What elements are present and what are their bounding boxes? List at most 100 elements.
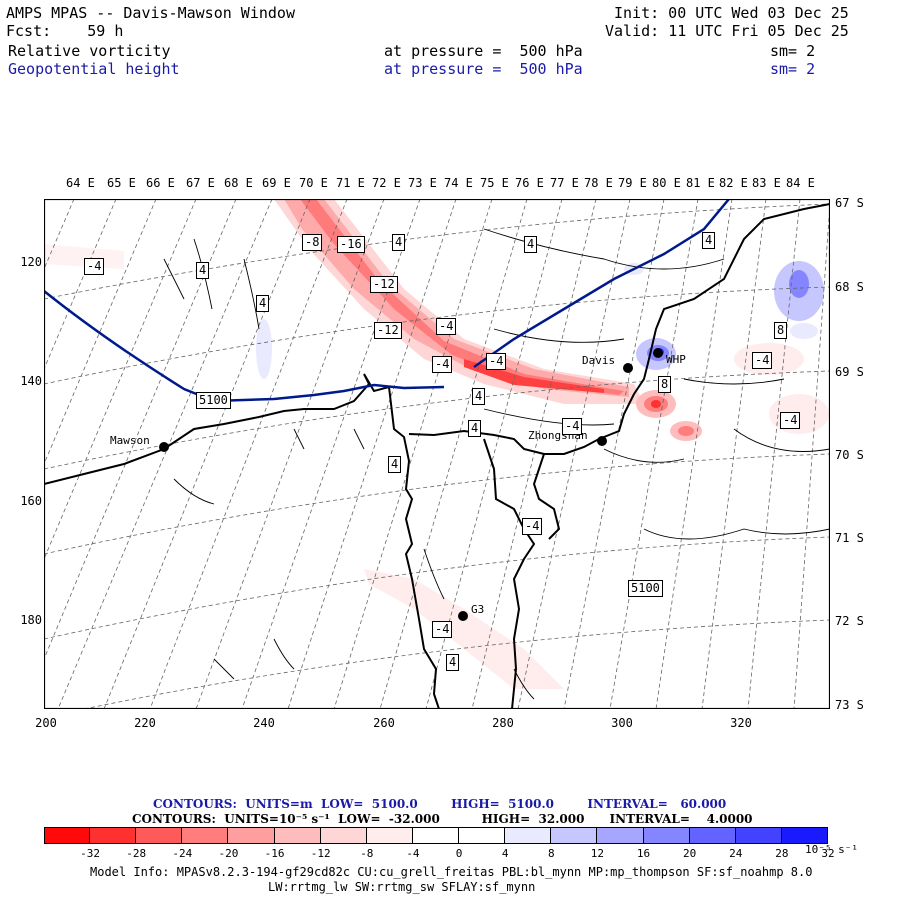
- contour-label: 5100: [628, 580, 663, 597]
- colorbar-label: -32: [80, 847, 101, 860]
- colorbar-cell: [44, 827, 91, 844]
- colorbar-cell: [274, 827, 321, 844]
- contour-label: -12: [370, 276, 398, 293]
- contour-label: -4: [436, 318, 457, 335]
- y-tick: 140: [20, 374, 42, 388]
- contour-label: 4: [524, 236, 538, 253]
- colorbar-cell: [505, 827, 552, 844]
- colorbar-cell: [597, 827, 644, 844]
- field1-name: Relative vorticity: [8, 42, 171, 60]
- field2-smoothing: sm= 2: [770, 60, 816, 78]
- colorbar-cell: [182, 827, 229, 844]
- y-tick: 120: [20, 255, 42, 269]
- lon-label: 82 E: [719, 176, 748, 190]
- colorbar-label: -4: [406, 847, 420, 860]
- y-tick: 160: [20, 494, 42, 508]
- lon-label: 71 E: [336, 176, 365, 190]
- colorbar-label: 0: [455, 847, 463, 860]
- lon-label: 79 E: [618, 176, 647, 190]
- colorbar-cell: [412, 827, 460, 844]
- lat-label: 67 S: [835, 196, 864, 210]
- contour-label: -16: [337, 236, 365, 253]
- colorbar-label: -20: [218, 847, 239, 860]
- colorbar-label: -28: [126, 847, 147, 860]
- lon-label: 70 E: [299, 176, 328, 190]
- colorbar-label: 24: [729, 847, 743, 860]
- contour-label: 4: [392, 234, 406, 251]
- vorticity-contour-info: CONTOURS: UNITS=10⁻⁵ s⁻¹ LOW= -32.000 HI…: [132, 812, 753, 826]
- contour-label: -4: [84, 258, 105, 275]
- model-info: Model Info: MPASv8.2.3-194-gf29cd82c CU:…: [90, 865, 813, 879]
- label-whp: WHP: [666, 353, 686, 366]
- contour-label: 4: [702, 232, 716, 249]
- contour-label: -8: [302, 234, 323, 251]
- lon-label: 68 E: [224, 176, 253, 190]
- colorbar-label: 4: [501, 847, 509, 860]
- geopotential-contour: [44, 199, 730, 403]
- x-tick: 320: [730, 716, 752, 730]
- lon-label: 76 E: [515, 176, 544, 190]
- lat-label: 68 S: [835, 280, 864, 294]
- contour-label: 5100: [196, 392, 231, 409]
- colorbar-cell: [459, 827, 506, 844]
- colorbar-cell: [735, 827, 782, 844]
- contour-label: -4: [522, 518, 543, 535]
- station-g3[interactable]: [458, 611, 468, 621]
- colorbar-cell: [366, 827, 413, 844]
- contour-label: -4: [432, 356, 453, 373]
- valid-time: Valid: 11 UTC Fri 05 Dec 25: [605, 22, 849, 40]
- colorbar-cell: [689, 827, 736, 844]
- lon-label: 64 E: [66, 176, 95, 190]
- lon-label: 65 E: [107, 176, 136, 190]
- colorbar-label: 8: [547, 847, 555, 860]
- map-frame: [44, 199, 830, 709]
- contour-label: 4: [388, 456, 402, 473]
- colorbar-cell: [228, 827, 275, 844]
- colorbar-label: -8: [360, 847, 374, 860]
- station-zhongshan[interactable]: [597, 436, 607, 446]
- field2-level: at pressure = 500 hPa: [384, 60, 583, 78]
- contour-label: 4: [256, 295, 270, 312]
- forecast-hour: Fcst: 59 h: [6, 22, 124, 40]
- lon-label: 81 E: [686, 176, 715, 190]
- plot-title: AMPS MPAS -- Davis-Mawson Window: [6, 4, 295, 22]
- lat-label: 70 S: [835, 448, 864, 462]
- x-tick: 200: [35, 716, 57, 730]
- latlon-grid: [44, 199, 830, 709]
- contour-label: -4: [752, 352, 773, 369]
- station-mawson[interactable]: [159, 442, 169, 452]
- colorbar-cell: [551, 827, 598, 844]
- contour-label: 4: [196, 262, 210, 279]
- label-davis: Davis: [582, 354, 616, 367]
- lon-label: 73 E: [408, 176, 437, 190]
- lon-label: 74 E: [444, 176, 473, 190]
- lon-label: 72 E: [372, 176, 401, 190]
- lon-label: 80 E: [652, 176, 681, 190]
- station-davis[interactable]: [623, 363, 633, 373]
- station-whp[interactable]: [653, 348, 663, 358]
- init-time: Init: 00 UTC Wed 03 Dec 25: [614, 4, 849, 22]
- contour-label: -4: [780, 412, 801, 429]
- field1-level: at pressure = 500 hPa: [384, 42, 583, 60]
- lon-label: 69 E: [262, 176, 291, 190]
- station-markers: [159, 348, 663, 621]
- colorbar-cell: [643, 827, 690, 844]
- model-physics: LW:rrtmg_lw SW:rrtmg_sw SFLAY:sf_mynn: [268, 880, 536, 894]
- field1-smoothing: sm= 2: [770, 42, 816, 60]
- colorbar-cell: [781, 827, 828, 844]
- negative-vorticity-band: [44, 199, 829, 689]
- lon-label: 67 E: [186, 176, 215, 190]
- colorbar-cell: [320, 827, 367, 844]
- lon-label: 77 E: [550, 176, 579, 190]
- contour-label: -4: [432, 621, 453, 638]
- label-g3: G3: [471, 603, 485, 616]
- contour-label: 8: [658, 376, 672, 393]
- colorbar-label: 16: [636, 847, 651, 860]
- lon-label: 66 E: [146, 176, 175, 190]
- colorbar-cell: [136, 827, 183, 844]
- lon-label: 83 E: [752, 176, 781, 190]
- contour-label: 4: [468, 420, 482, 437]
- x-tick: 260: [373, 716, 395, 730]
- colorbar-label: 28: [775, 847, 789, 860]
- contour-label: -4: [486, 353, 507, 370]
